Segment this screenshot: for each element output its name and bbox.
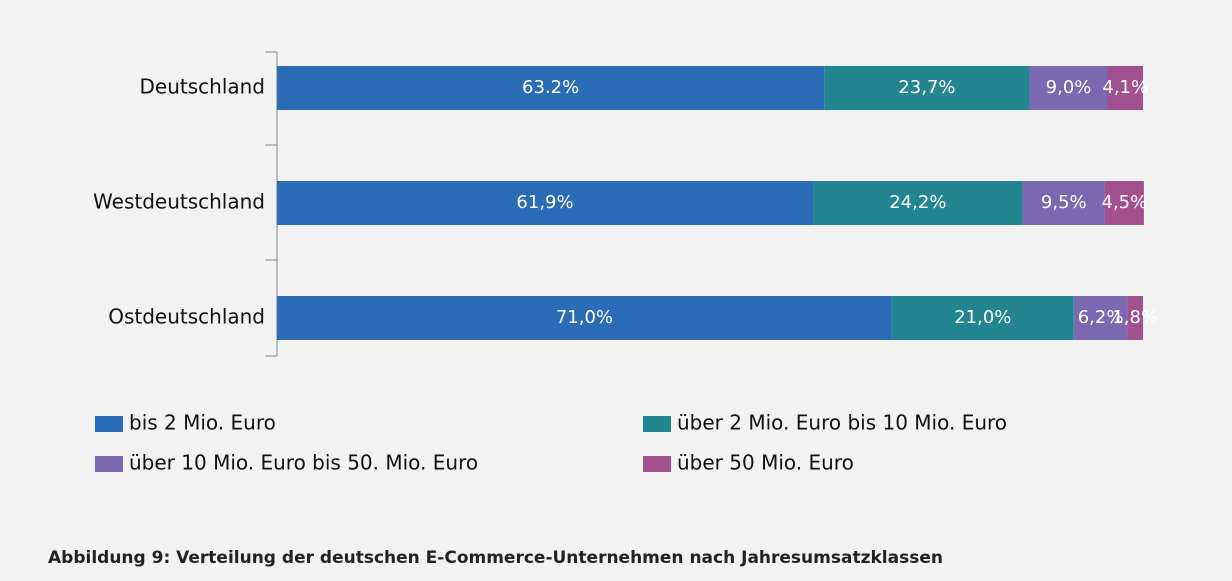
legend-label: über 2 Mio. Euro bis 10 Mio. Euro [677,411,1007,435]
data-label: 23,7% [898,77,955,98]
data-label: 71,0% [556,307,613,328]
data-label: 9,5% [1041,192,1087,213]
bar-segment [277,296,892,340]
bar-segment [1104,181,1144,225]
legend-label: bis 2 Mio. Euro [129,411,276,435]
bar-segment [1073,296,1128,340]
legend-swatch [643,416,671,432]
data-label: 6,2% [1078,307,1124,328]
bar-segment [813,181,1023,225]
bar-segment [1107,66,1143,110]
y-tick-label: Deutschland [140,75,266,99]
data-label: 24,2% [889,192,946,213]
bar-segment [1029,66,1108,110]
data-label: 21,0% [954,307,1011,328]
bar-segment [277,181,814,225]
data-label: 9,0% [1046,77,1092,98]
y-tick-label: Ostdeutschland [108,305,265,329]
data-label: 4,5% [1102,192,1148,213]
bar-segment [891,296,1074,340]
caption: Abbildung 9: Verteilung der deutschen E-… [48,548,943,568]
data-label: 63.2% [522,77,579,98]
legend-swatch [643,456,671,472]
legend-swatch [95,456,123,472]
bar-segment [824,66,1030,110]
legend-label: über 10 Mio. Euro bis 50. Mio. Euro [129,451,478,475]
legend-label: über 50 Mio. Euro [677,451,854,475]
y-tick-label: Westdeutschland [93,190,265,214]
bar-segment [1022,181,1105,225]
data-label: 1,8% [1112,307,1158,328]
bar-segment [1127,296,1143,340]
legend-swatch [95,416,123,432]
bar-segment [277,66,825,110]
data-label: 4,1% [1102,77,1148,98]
data-label: 61,9% [516,192,573,213]
